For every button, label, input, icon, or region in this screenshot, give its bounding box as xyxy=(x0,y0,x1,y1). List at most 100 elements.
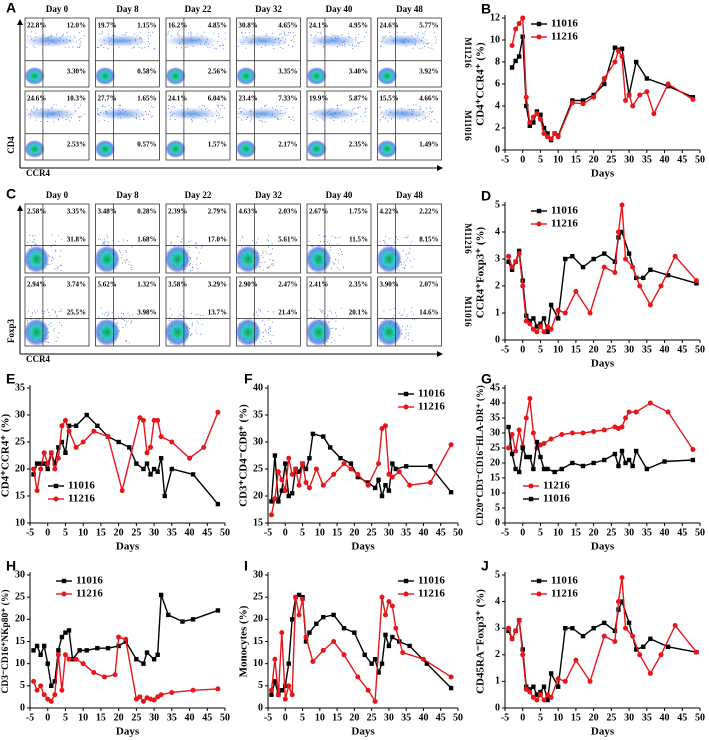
event-dot xyxy=(220,104,222,106)
event-dot xyxy=(403,338,405,340)
event-dot xyxy=(323,241,325,243)
event-dot xyxy=(335,111,337,113)
event-dot xyxy=(206,114,208,116)
event-dot xyxy=(217,111,219,113)
event-dot xyxy=(314,118,316,120)
data-point xyxy=(190,472,196,477)
event-dot xyxy=(48,331,50,333)
data-point xyxy=(644,76,650,81)
event-dot xyxy=(57,267,59,269)
event-dot xyxy=(149,43,151,45)
event-dot xyxy=(117,113,119,115)
column-header: Day 48 xyxy=(396,190,423,200)
event-dot xyxy=(98,46,100,48)
data-point xyxy=(303,466,309,472)
event-dot xyxy=(277,118,279,120)
event-dot xyxy=(55,311,57,313)
data-point xyxy=(545,131,550,136)
event-dot xyxy=(102,338,104,340)
data-point xyxy=(306,485,312,491)
column-header: Day 8 xyxy=(116,4,139,14)
data-point xyxy=(137,415,143,421)
event-dot xyxy=(384,249,386,251)
data-point xyxy=(407,643,412,649)
event-dot xyxy=(52,330,54,332)
event-dot xyxy=(285,107,287,109)
y-tick-label: 30 xyxy=(253,569,263,580)
event-dot xyxy=(195,314,197,316)
row-label: M11016 xyxy=(463,110,473,141)
event-dot xyxy=(309,339,311,341)
y-tick-label: 35 xyxy=(253,409,263,420)
quadrant-value: 1.57% xyxy=(208,140,227,148)
event-dot xyxy=(431,44,433,46)
data-point xyxy=(382,612,388,618)
quadrant-value: 4.85% xyxy=(208,22,227,30)
data-point xyxy=(383,483,388,488)
event-dot xyxy=(179,41,181,43)
data-point xyxy=(570,254,575,259)
event-dot xyxy=(339,248,341,250)
event-dot xyxy=(261,46,263,48)
data-point xyxy=(619,575,625,581)
event-dot xyxy=(311,325,313,327)
data-point xyxy=(376,477,381,482)
event-dot xyxy=(28,248,30,250)
event-dot xyxy=(53,328,55,330)
event-dot xyxy=(252,35,254,37)
event-dot xyxy=(264,323,266,325)
data-point xyxy=(570,460,575,466)
data-point xyxy=(190,617,196,622)
data-point xyxy=(626,251,632,256)
event-dot xyxy=(182,310,184,312)
event-dot xyxy=(126,259,128,261)
event-dot xyxy=(338,236,340,238)
event-dot xyxy=(413,313,415,315)
event-dot xyxy=(109,253,111,255)
event-dot xyxy=(381,111,383,113)
data-point xyxy=(448,674,454,680)
event-dot xyxy=(352,48,354,50)
event-dot xyxy=(122,313,124,315)
data-point xyxy=(320,482,326,488)
density-blob xyxy=(164,318,191,346)
event-dot xyxy=(72,46,74,48)
event-dot xyxy=(186,336,188,338)
event-dot xyxy=(60,37,62,39)
event-dot xyxy=(314,45,316,47)
y-axis-label: CD45RA⁻Foxp3⁺ (%) xyxy=(475,589,487,694)
x-tick-label: 30 xyxy=(384,712,394,723)
quadrant-value: 0.57% xyxy=(137,140,156,148)
event-dot xyxy=(271,321,273,323)
event-dot xyxy=(380,45,382,47)
event-dot xyxy=(62,40,64,42)
density-band xyxy=(164,34,219,47)
event-dot xyxy=(34,47,36,49)
event-dot xyxy=(121,254,123,256)
event-dot xyxy=(273,47,275,49)
data-point xyxy=(141,466,146,472)
event-dot xyxy=(52,258,54,260)
data-point xyxy=(52,461,58,466)
data-point xyxy=(386,488,392,493)
quadrant-value: 23.4% xyxy=(239,95,258,103)
event-dot xyxy=(388,261,390,263)
event-dot xyxy=(188,247,190,249)
data-point xyxy=(619,202,625,208)
data-point xyxy=(41,643,47,649)
event-dot xyxy=(105,112,107,114)
event-dot xyxy=(182,114,184,116)
data-point xyxy=(580,264,586,270)
event-dot xyxy=(407,40,409,42)
event-dot xyxy=(79,116,81,118)
data-point xyxy=(400,650,406,656)
event-dot xyxy=(169,308,171,310)
event-dot xyxy=(314,328,316,330)
event-dot xyxy=(58,40,60,42)
event-dot xyxy=(47,337,49,339)
quadrant-value: 2.47% xyxy=(278,281,297,289)
data-point xyxy=(644,89,650,95)
y-tick-label: 5 xyxy=(495,502,500,513)
y-tick-label: 2 xyxy=(495,280,500,291)
event-dot xyxy=(248,257,250,259)
